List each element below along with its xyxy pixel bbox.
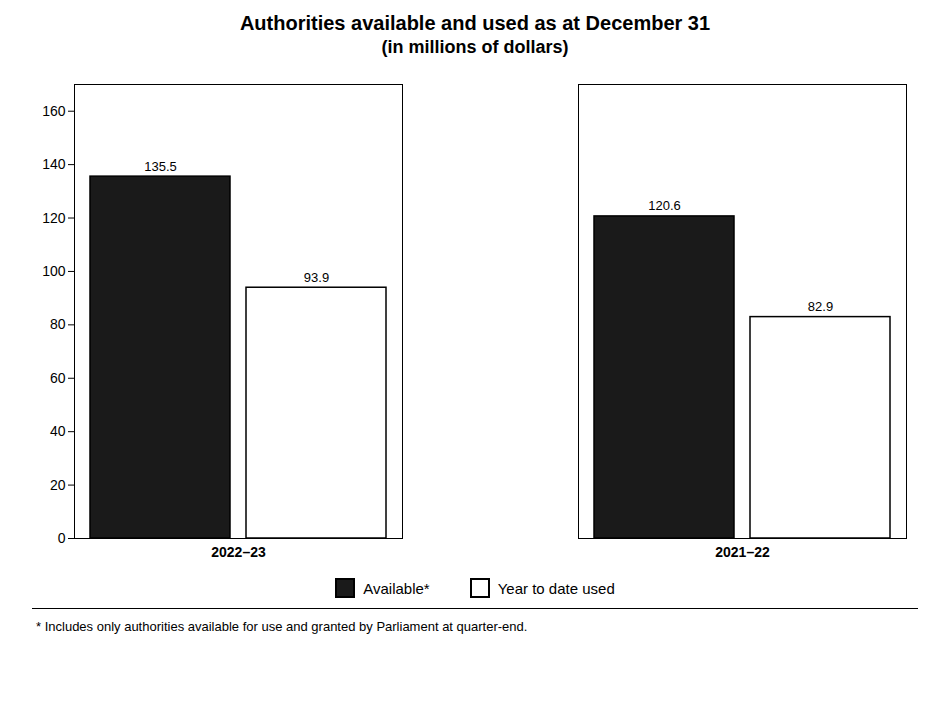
svg-text:120.6: 120.6 bbox=[648, 198, 681, 213]
svg-text:135.5: 135.5 bbox=[144, 159, 177, 174]
svg-text:80: 80 bbox=[50, 316, 66, 332]
html-text:Authorities available and used: Authorities available and used as at Dec… bbox=[239, 12, 711, 34]
svg-text:2021–22: 2021–22 bbox=[715, 544, 770, 560]
svg-text:60: 60 bbox=[50, 370, 66, 386]
svg-text:120: 120 bbox=[42, 210, 66, 226]
html-text:Available*: Available* bbox=[363, 579, 430, 597]
svg-text:93.9: 93.9 bbox=[304, 270, 329, 285]
svg-text:40: 40 bbox=[50, 423, 66, 439]
svg-text:160: 160 bbox=[42, 103, 66, 119]
svg-text:100: 100 bbox=[42, 263, 66, 279]
svg-text:82.9: 82.9 bbox=[808, 299, 833, 314]
svg-text:2022–23: 2022–23 bbox=[211, 544, 266, 560]
svg-text:0: 0 bbox=[58, 530, 66, 546]
svg-text:20: 20 bbox=[50, 477, 66, 493]
html-text:Year to date used: Year to date used bbox=[497, 579, 615, 597]
html-text:* Includes only authorities av: * Includes only authorities available fo… bbox=[36, 619, 528, 634]
html-text:(in millions of dollars): (in millions of dollars) bbox=[381, 37, 569, 57]
svg-text:140: 140 bbox=[42, 156, 66, 172]
